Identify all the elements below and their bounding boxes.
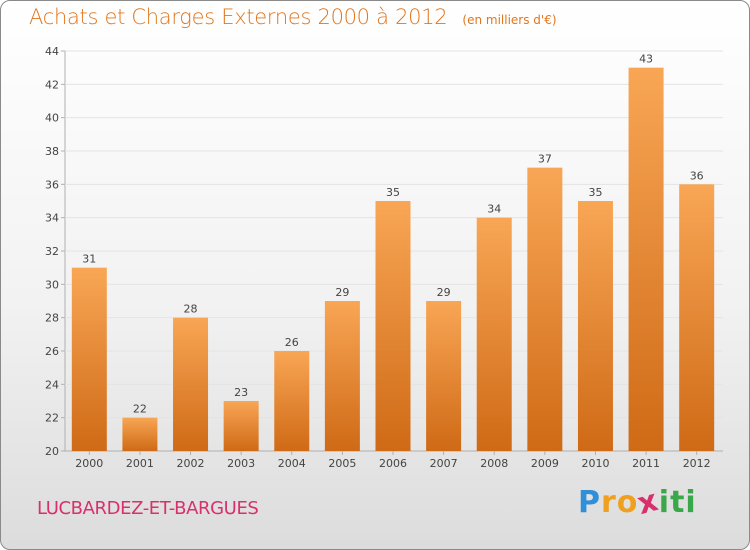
- y-tick-label: 30: [45, 278, 59, 291]
- data-label: 26: [285, 336, 299, 349]
- bar: [122, 417, 158, 451]
- y-tick-label: 28: [45, 312, 59, 325]
- x-tick-label: 2009: [531, 457, 559, 470]
- y-tick-label: 44: [45, 45, 59, 58]
- bar: [628, 67, 664, 452]
- logo-letter: o: [616, 485, 639, 520]
- data-label: 36: [690, 169, 704, 182]
- x-tick-label: 2004: [278, 457, 306, 470]
- y-tick-label: 20: [45, 445, 59, 458]
- y-tick-label: 26: [45, 345, 59, 358]
- bar: [679, 184, 715, 452]
- x-tick-label: 2002: [177, 457, 205, 470]
- data-label: 43: [639, 53, 653, 66]
- bar: [375, 201, 411, 451]
- x-tick-label: 2008: [480, 457, 508, 470]
- data-label: 22: [133, 403, 147, 416]
- x-tick-label: 2010: [581, 457, 609, 470]
- data-label: 23: [234, 386, 248, 399]
- logo-letter: P: [578, 485, 601, 520]
- chart-subtitle: (en milliers d'€): [462, 13, 557, 27]
- data-label: 34: [487, 203, 501, 216]
- bar: [324, 301, 360, 451]
- bar: [223, 401, 259, 451]
- data-label: 35: [588, 186, 602, 199]
- bar: [71, 267, 107, 451]
- data-label: 28: [184, 303, 198, 316]
- bar: [577, 201, 613, 451]
- commune-name: LUCBARDEZ-ET-BARGUES: [37, 498, 259, 519]
- data-label: 37: [538, 153, 552, 166]
- x-tick-label: 2012: [683, 457, 711, 470]
- x-tick-label: 2001: [126, 457, 154, 470]
- x-tick-label: 2006: [379, 457, 407, 470]
- logo-letter: i: [685, 485, 697, 520]
- bar: [426, 301, 462, 451]
- x-tick-label: 2000: [75, 457, 103, 470]
- x-tick-label: 2011: [632, 457, 660, 470]
- bar: [527, 167, 563, 451]
- bar: [274, 351, 310, 451]
- data-label: 31: [82, 253, 96, 266]
- x-tick-label: 2005: [328, 457, 356, 470]
- data-label: 29: [335, 286, 349, 299]
- y-tick-label: 40: [45, 112, 59, 125]
- y-tick-label: 32: [45, 245, 59, 258]
- logo-letter: r: [601, 485, 617, 520]
- logo-letter: i: [658, 485, 671, 520]
- y-tick-label: 22: [45, 412, 59, 425]
- bar: [476, 217, 512, 451]
- x-tick-label: 2003: [227, 457, 255, 470]
- bar: [173, 317, 209, 451]
- x-tick-label: 2007: [430, 457, 458, 470]
- y-tick-label: 42: [45, 78, 59, 91]
- y-tick-label: 38: [45, 145, 59, 158]
- data-label: 29: [437, 286, 451, 299]
- title-row: Achats et Charges Externes 2000 à 2012 (…: [29, 5, 557, 29]
- chart-title: Achats et Charges Externes 2000 à 2012: [29, 5, 448, 29]
- y-tick-label: 34: [45, 212, 59, 225]
- y-tick-label: 24: [45, 378, 59, 391]
- proxiti-logo[interactable]: Proxiti: [578, 483, 697, 522]
- y-tick-label: 36: [45, 178, 59, 191]
- data-label: 35: [386, 186, 400, 199]
- logo-letter: t: [670, 485, 686, 520]
